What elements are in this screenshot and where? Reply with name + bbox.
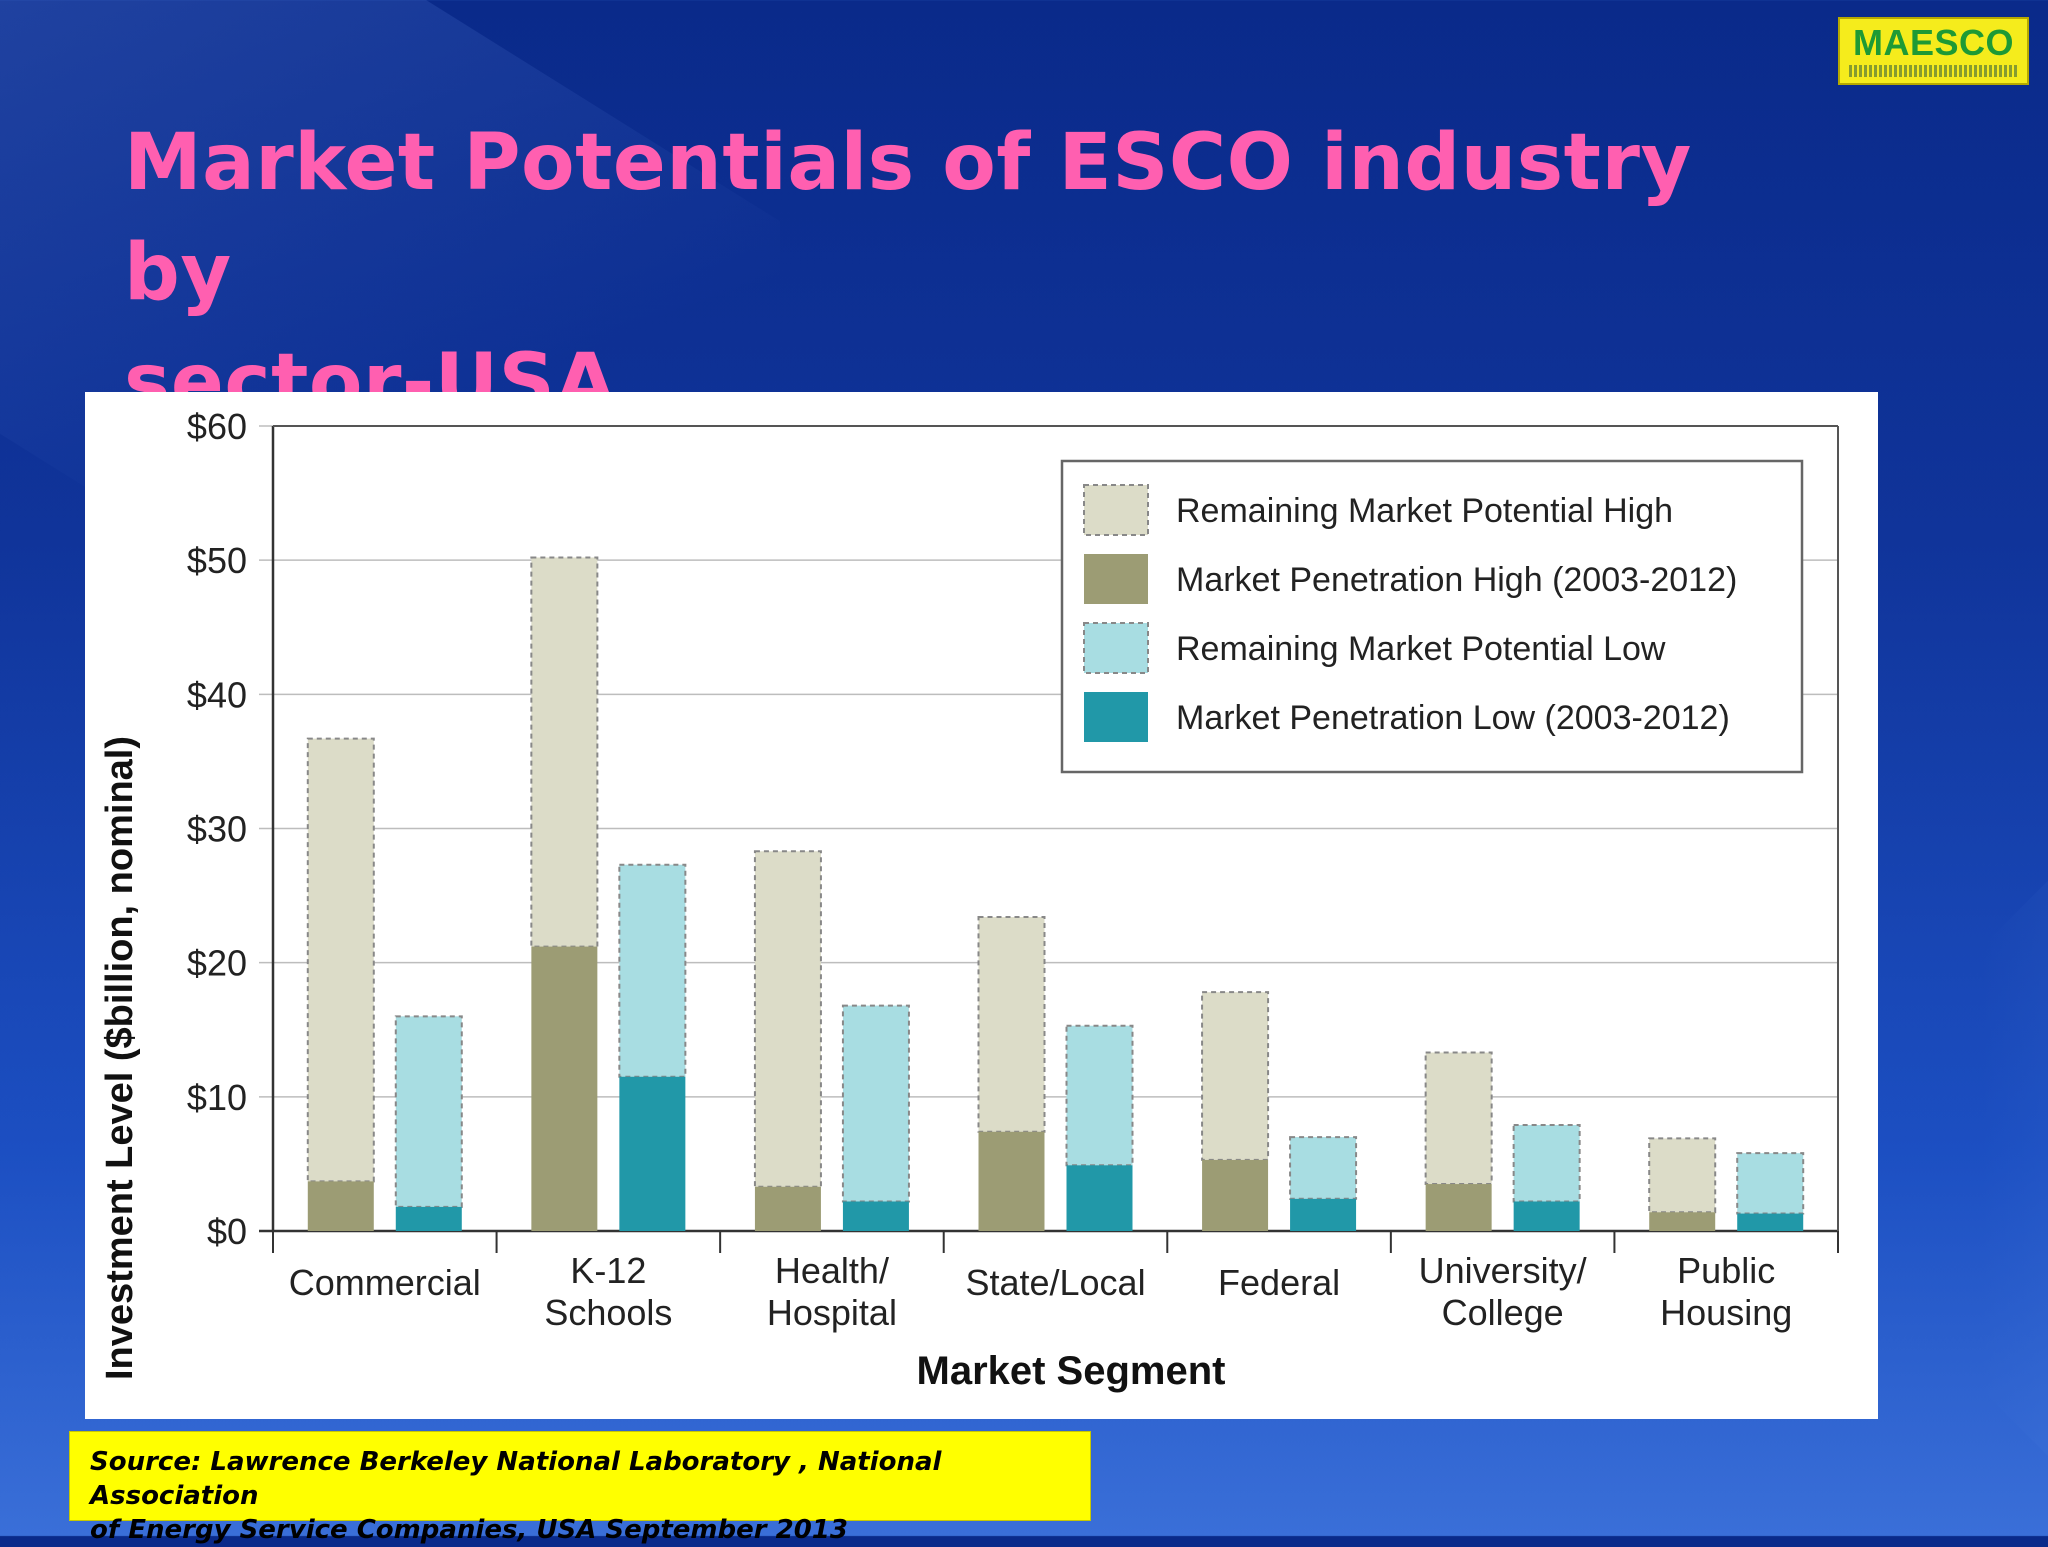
y-tick-label: $10 — [187, 1077, 247, 1118]
bar-remaining-low — [618, 863, 687, 1078]
y-tick-label: $40 — [187, 674, 247, 715]
maesco-logo: MAESCO — [1838, 17, 2029, 85]
bar-penetration-high — [1425, 1184, 1492, 1231]
y-tick-label: $0 — [207, 1211, 247, 1252]
bar-penetration-high — [307, 1181, 374, 1231]
y-tick-label: $20 — [187, 943, 247, 984]
bar-penetration-high — [531, 946, 598, 1231]
x-category-label: Hospital — [767, 1292, 897, 1333]
bar-remaining-high — [753, 850, 822, 1188]
title-line-1: Market Potentials of ESCO industry by — [124, 118, 1692, 318]
y-axis-label: Investment Level ($billion, nominal) — [99, 736, 141, 1380]
bar-penetration-low — [1290, 1198, 1357, 1231]
legend-swatch — [1084, 554, 1148, 604]
source-line-2: of Energy Service Companies, USA Septemb… — [90, 1515, 848, 1545]
logo-text: MAESCO — [1852, 22, 2014, 63]
bars — [306, 556, 1805, 1231]
bar-penetration-low — [1066, 1165, 1133, 1231]
legend-swatch — [1084, 692, 1148, 742]
bar-remaining-low — [1736, 1152, 1805, 1215]
x-category-label: Housing — [1660, 1292, 1792, 1333]
bar-penetration-low — [842, 1201, 909, 1231]
bar-chart: $0 $10 $20 $30 $40 $50 $60 Commercial K-12School… — [99, 406, 1839, 1393]
x-category-label: K-12 — [570, 1250, 646, 1291]
bar-remaining-low — [1289, 1136, 1358, 1200]
x-category-label: Federal — [1218, 1262, 1340, 1303]
bar-remaining-high — [1424, 1051, 1493, 1186]
legend-swatch — [1083, 622, 1149, 674]
bar-penetration-high — [978, 1131, 1045, 1231]
bar-remaining-high — [530, 556, 599, 948]
bar-penetration-high — [1649, 1212, 1716, 1231]
y-tick-label: $30 — [187, 809, 247, 850]
bar-remaining-low — [841, 1004, 910, 1203]
legend-label: Market Penetration High (2003-2012) — [1176, 561, 1737, 599]
legend-label: Market Penetration Low (2003-2012) — [1176, 699, 1730, 737]
bar-penetration-low — [619, 1076, 686, 1231]
bar-penetration-low — [1737, 1213, 1804, 1231]
bar-penetration-low — [1513, 1201, 1580, 1231]
x-category-label: Health/ — [775, 1250, 889, 1291]
x-axis-label: Market Segment — [917, 1349, 1226, 1393]
bar-penetration-low — [395, 1206, 462, 1231]
axes: $0 $10 $20 $30 $40 $50 $60 Commercial K-12School… — [187, 406, 1839, 1333]
source-line-1: Source: Lawrence Berkeley National Labor… — [90, 1447, 942, 1511]
legend: Remaining Market Potential High Market Pe… — [1060, 459, 1804, 774]
source-note: Source: Lawrence Berkeley National Labor… — [69, 1431, 1091, 1545]
bar-remaining-high — [977, 916, 1046, 1133]
bar-remaining-low — [394, 1015, 463, 1208]
chart-panel: $0 $10 $20 $30 $40 $50 $60 Commercial K-12 School… — [85, 392, 1878, 1419]
slide-title: Market Potentials of ESCO industry by se… — [124, 108, 1824, 438]
bar-remaining-high — [306, 737, 375, 1183]
x-category-label: State/Local — [965, 1262, 1145, 1303]
x-category-label: Public — [1677, 1250, 1775, 1291]
x-category-label: University/ — [1419, 1250, 1587, 1291]
bar-remaining-low — [1512, 1124, 1581, 1203]
logo-tagline-lines — [1848, 65, 2019, 77]
bar-remaining-high — [1201, 991, 1270, 1161]
bar-remaining-high — [1648, 1137, 1717, 1214]
legend-label: Remaining Market Potential Low — [1176, 630, 1666, 668]
y-tick-label: $60 — [187, 406, 247, 447]
x-category-label: Schools — [544, 1292, 672, 1333]
y-tick-label: $50 — [187, 540, 247, 581]
x-category-label: Commercial — [289, 1262, 481, 1303]
legend-label: Remaining Market Potential High — [1176, 492, 1673, 530]
x-category-label: College — [1442, 1292, 1564, 1333]
legend-box — [1060, 459, 1804, 774]
bar-remaining-low — [1065, 1024, 1134, 1167]
bar-penetration-high — [1202, 1159, 1269, 1231]
bar-penetration-high — [754, 1186, 821, 1231]
legend-swatch — [1083, 484, 1149, 536]
